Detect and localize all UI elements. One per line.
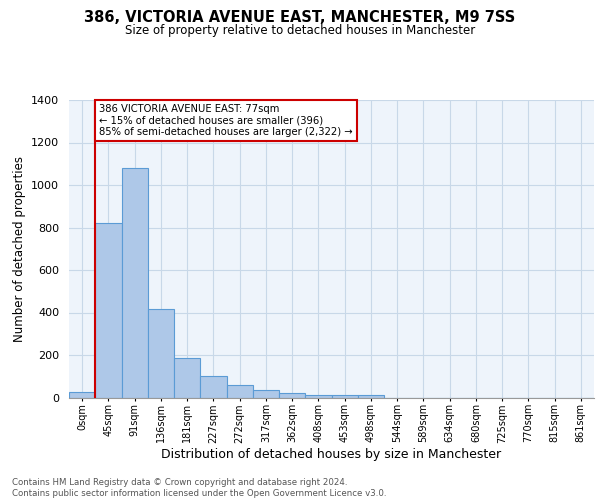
Bar <box>279 393 305 398</box>
Text: Contains HM Land Registry data © Crown copyright and database right 2024.
Contai: Contains HM Land Registry data © Crown c… <box>12 478 386 498</box>
Text: 386 VICTORIA AVENUE EAST: 77sqm
← 15% of detached houses are smaller (396)
85% o: 386 VICTORIA AVENUE EAST: 77sqm ← 15% of… <box>99 104 353 138</box>
Bar <box>148 310 174 398</box>
Bar <box>95 223 121 398</box>
Bar <box>69 392 95 398</box>
Bar <box>253 390 279 398</box>
Bar <box>358 395 384 398</box>
Bar <box>331 396 358 398</box>
X-axis label: Distribution of detached houses by size in Manchester: Distribution of detached houses by size … <box>161 448 502 461</box>
Y-axis label: Number of detached properties: Number of detached properties <box>13 156 26 342</box>
Bar <box>121 168 148 398</box>
Bar <box>174 358 200 398</box>
Text: Size of property relative to detached houses in Manchester: Size of property relative to detached ho… <box>125 24 475 37</box>
Bar <box>200 376 227 398</box>
Bar <box>305 395 331 398</box>
Text: 386, VICTORIA AVENUE EAST, MANCHESTER, M9 7SS: 386, VICTORIA AVENUE EAST, MANCHESTER, M… <box>85 10 515 25</box>
Bar <box>227 386 253 398</box>
